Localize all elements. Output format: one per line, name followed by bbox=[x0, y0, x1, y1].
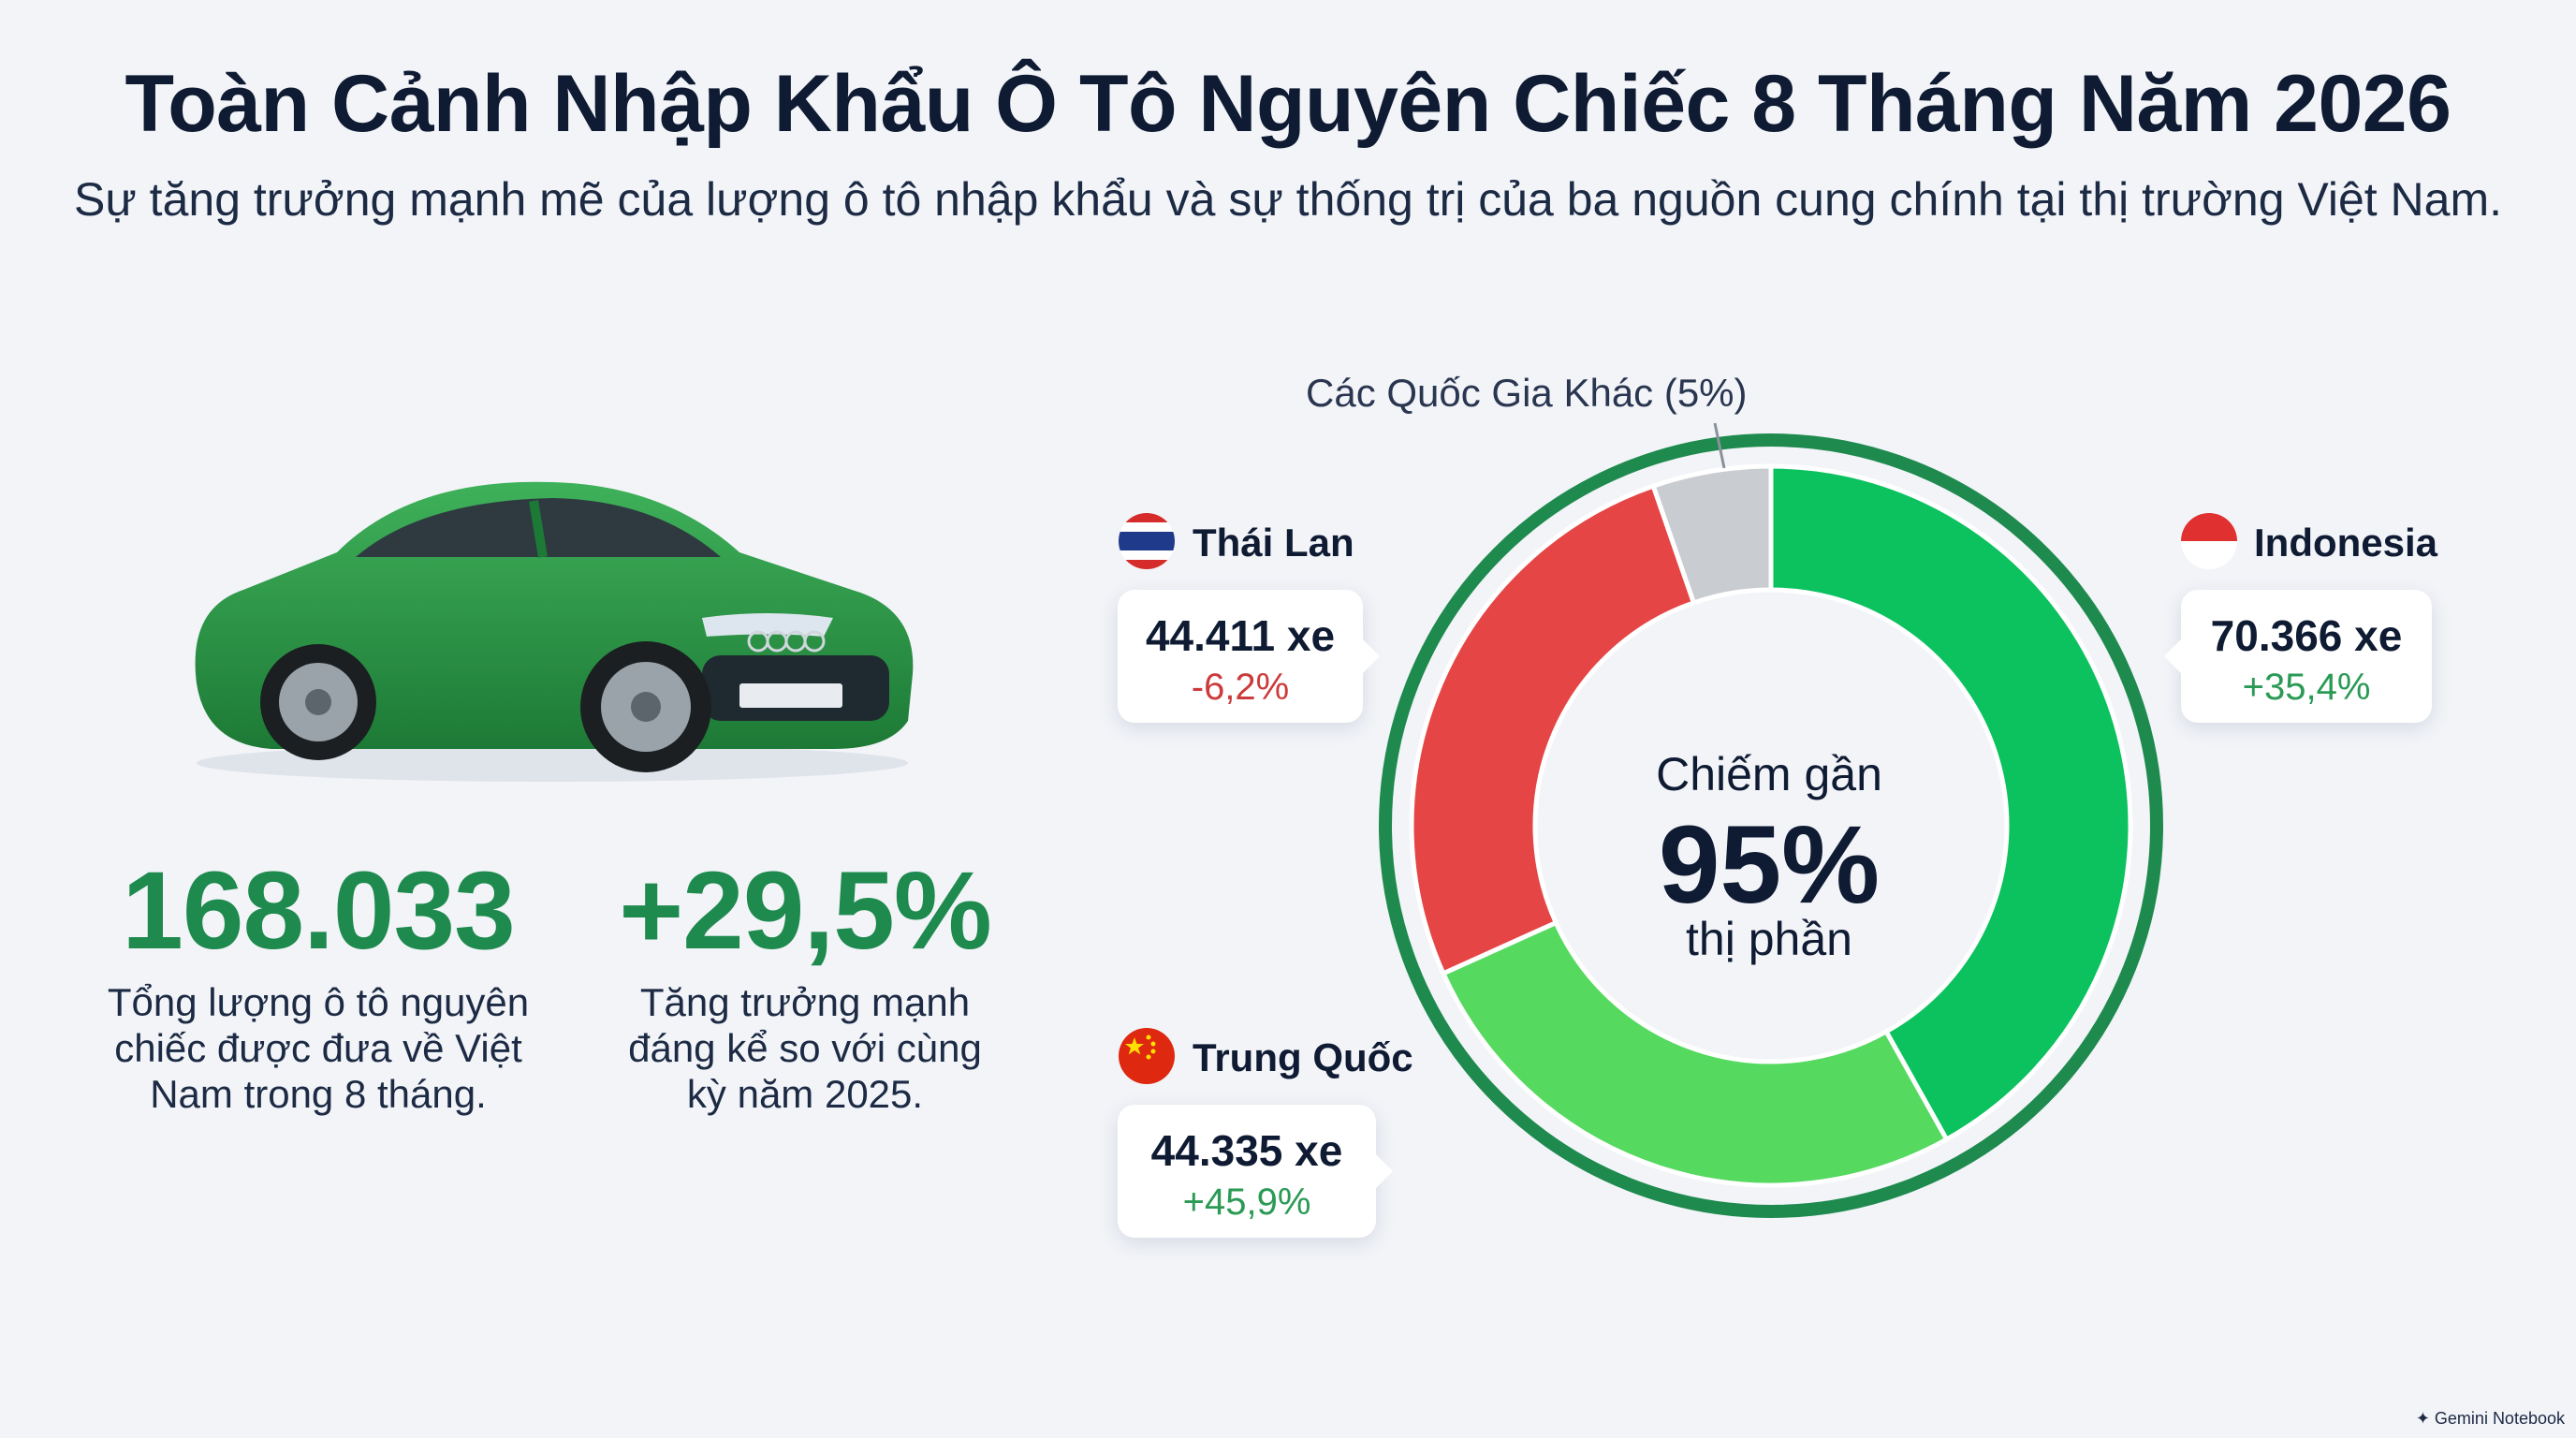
slice-china bbox=[1440, 919, 1951, 1188]
center-line-1: Chiếm gần bbox=[1656, 748, 1882, 800]
brand-label: Gemini Notebook bbox=[2434, 1409, 2565, 1428]
thailand-flag-icon bbox=[1119, 513, 1175, 569]
total-import-value: 168.033 bbox=[122, 849, 516, 973]
china-value: 44.335 xe bbox=[1150, 1126, 1343, 1175]
center-line-2: thị phần bbox=[1686, 913, 1852, 965]
china-change: +45,9% bbox=[1182, 1181, 1311, 1223]
total-import-description: Tổng lượng ô tô nguyên chiếc được đưa về… bbox=[84, 979, 552, 1117]
slice-other bbox=[1650, 463, 1774, 607]
outer-ring bbox=[1379, 433, 2163, 1218]
growth-desc-line-1: Tăng trưởng mạnh bbox=[639, 980, 971, 1024]
total-desc-line-1: Tổng lượng ô tô nguyên bbox=[107, 980, 530, 1024]
thailand-change: -6,2% bbox=[1191, 667, 1290, 708]
indonesia-flag-icon bbox=[2181, 513, 2237, 569]
total-desc-line-2: chiếc được đưa về Việt bbox=[114, 1026, 522, 1070]
growth-value: +29,5% bbox=[619, 849, 992, 973]
indonesia-change: +35,4% bbox=[2242, 667, 2371, 708]
china-card: 44.335 xe +45,9% bbox=[1118, 1105, 1393, 1238]
indonesia-value: 70.366 xe bbox=[2210, 611, 2403, 660]
china-flag-icon bbox=[1119, 1028, 1175, 1084]
center-share-value: 95% bbox=[1658, 803, 1881, 927]
slice-thailand bbox=[1409, 482, 1697, 977]
page-subtitle: Sự tăng trưởng mạnh mẽ của lượng ô tô nh… bbox=[73, 173, 2503, 226]
china-label: Trung Quốc bbox=[1193, 1035, 1413, 1079]
indonesia-card-pointer bbox=[2164, 639, 2181, 673]
growth-desc-line-2: đáng kể so với cùng bbox=[628, 1026, 982, 1070]
page-title: Toàn Cảnh Nhập Khẩu Ô Tô Nguyên Chiếc 8 … bbox=[124, 59, 2452, 149]
slice-indonesia bbox=[1768, 463, 2133, 1143]
brand-watermark: ✦ Gemini Notebook bbox=[2416, 1409, 2565, 1429]
thailand-card: 44.411 xe -6,2% bbox=[1118, 590, 1380, 723]
indonesia-label: Indonesia bbox=[2254, 521, 2438, 565]
car-illustration bbox=[195, 481, 914, 782]
indonesia-card: 70.366 xe +35,4% bbox=[2164, 590, 2432, 723]
china-card-pointer bbox=[1376, 1154, 1393, 1188]
other-countries-label: Các Quốc Gia Khác (5%) bbox=[1306, 371, 1748, 415]
total-desc-line-3: Nam trong 8 tháng. bbox=[150, 1072, 487, 1116]
sparkle-icon: ✦ bbox=[2415, 1409, 2430, 1428]
other-leader-line bbox=[1713, 422, 1726, 469]
thailand-value: 44.411 xe bbox=[1145, 611, 1336, 660]
growth-description: Tăng trưởng mạnh đáng kể so với cùng kỳ … bbox=[599, 979, 1011, 1117]
thailand-label: Thái Lan bbox=[1193, 521, 1354, 565]
growth-desc-line-3: kỳ năm 2025. bbox=[686, 1072, 924, 1116]
thailand-card-pointer bbox=[1363, 639, 1380, 673]
